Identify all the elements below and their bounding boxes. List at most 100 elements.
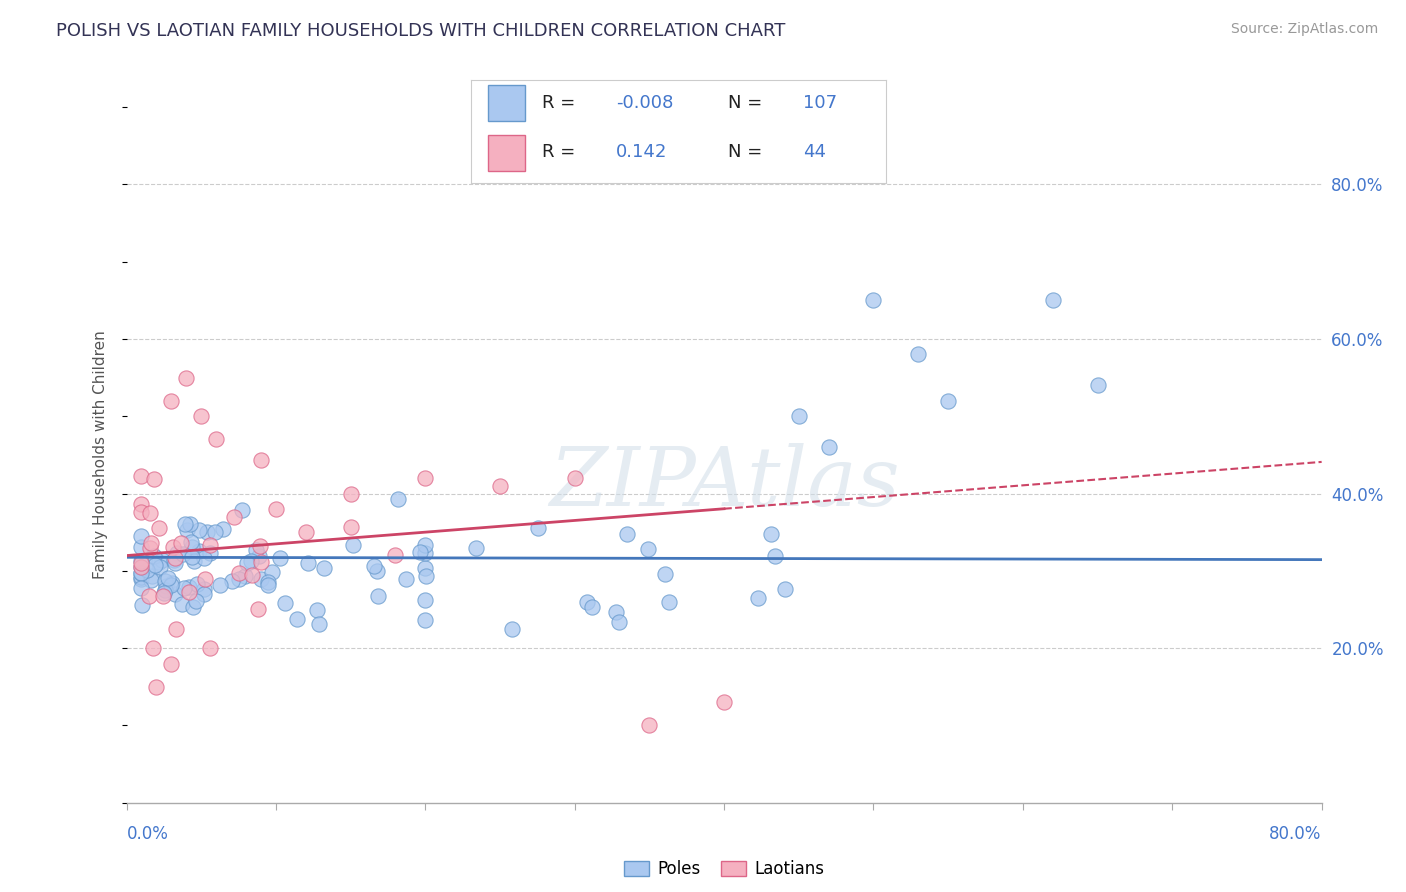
Laotians [415,471,437,485]
Laotians [264,502,287,516]
Poles [415,561,437,575]
Poles [160,576,183,591]
Poles [193,550,215,565]
Laotians [138,590,160,604]
Laotians [131,497,153,511]
Legend: Poles, Laotians: Poles, Laotians [617,854,831,885]
Laotians [339,486,361,500]
Laotians [170,535,193,549]
Poles [211,523,233,537]
Text: POLISH VS LAOTIAN FAMILY HOUSEHOLDS WITH CHILDREN CORRELATION CHART: POLISH VS LAOTIAN FAMILY HOUSEHOLDS WITH… [56,22,786,40]
Laotians [139,506,162,520]
Poles [527,521,550,535]
Poles [637,542,659,557]
Laotians [249,539,271,553]
Poles [131,581,153,595]
Laotians [131,505,153,519]
Poles [747,591,769,605]
Poles [415,593,437,607]
Text: R =: R = [541,94,575,112]
Poles [658,595,681,609]
Poles [142,549,165,563]
Poles [607,615,630,629]
Poles [342,538,364,552]
Poles [198,545,221,559]
Text: Source: ZipAtlas.com: Source: ZipAtlas.com [1230,22,1378,37]
Laotians [249,453,271,467]
Poles [759,527,782,541]
Poles [308,616,330,631]
Poles [576,595,599,609]
Poles [155,579,177,593]
Laotians [205,433,228,447]
Poles [179,580,201,594]
Laotians [131,559,153,574]
Poles [787,409,810,424]
Poles [501,622,523,636]
Poles [415,546,437,560]
Laotians [143,472,166,486]
Laotians [339,519,361,533]
Poles [415,614,437,628]
Poles [581,600,603,615]
Laotians [294,525,316,540]
Poles [173,516,195,531]
Poles [180,550,202,565]
Poles [193,587,215,601]
Poles [257,575,280,590]
Laotians [162,540,184,554]
Poles [387,491,409,506]
Poles [149,559,172,574]
Poles [305,603,328,617]
Poles [188,523,211,537]
Poles [204,525,226,540]
Poles [172,597,194,611]
Poles [817,440,839,454]
Poles [188,544,211,558]
Poles [197,524,219,539]
Laotians [152,589,174,603]
Poles [654,567,676,582]
Poles [395,572,418,586]
Poles [183,600,205,615]
Poles [367,589,389,603]
Poles [773,582,796,597]
Text: R =: R = [541,143,575,161]
Poles [862,293,884,308]
Poles [166,546,188,560]
Poles [366,564,388,578]
Poles [297,557,319,571]
Text: ZIPAtlas: ZIPAtlas [548,442,900,523]
Poles [285,612,308,626]
Poles [250,572,273,586]
Poles [176,524,198,538]
Poles [136,563,159,577]
Laotians [240,568,263,582]
Laotians [139,536,162,550]
Laotians [160,657,183,671]
Poles [193,582,215,596]
Text: -0.008: -0.008 [616,94,673,112]
Text: 0.0%: 0.0% [127,825,169,843]
Laotians [165,622,187,636]
Poles [141,569,163,583]
Text: 80.0%: 80.0% [1270,825,1322,843]
Poles [209,578,232,592]
Laotians [384,549,406,563]
Poles [148,555,170,569]
Laotians [200,641,222,656]
Poles [274,596,297,610]
Poles [131,529,153,543]
Laotians [190,409,212,424]
Poles [139,573,162,587]
Laotians [246,602,269,616]
Poles [221,574,243,589]
Poles [131,554,153,568]
Laotians [200,538,222,552]
Laotians [145,680,167,694]
Poles [131,540,153,554]
Poles [616,526,638,541]
Laotians [139,541,162,556]
Laotians [148,521,170,535]
Poles [165,587,187,601]
